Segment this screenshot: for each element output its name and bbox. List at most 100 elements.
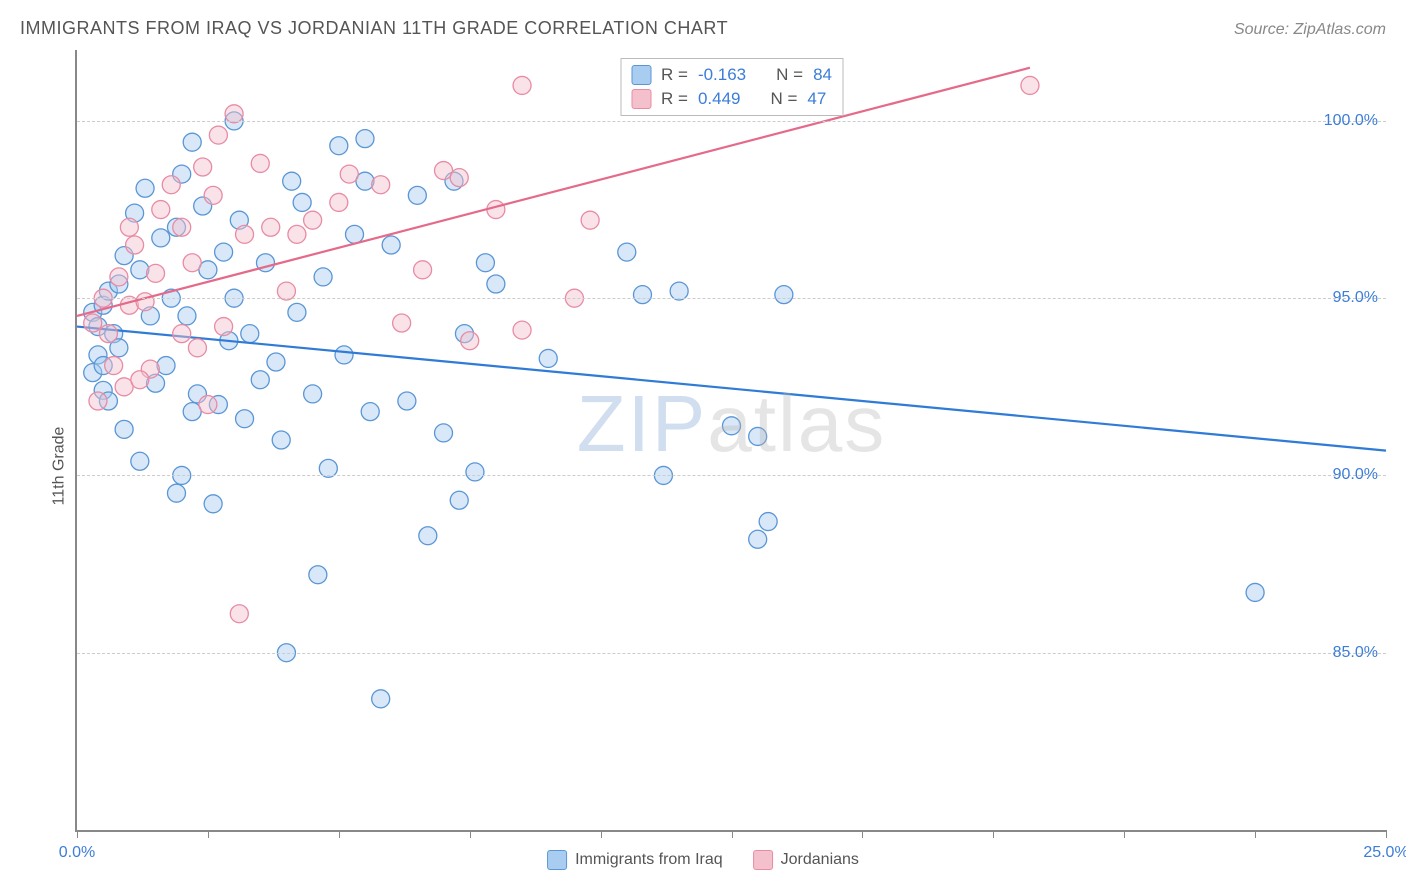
legend-n-value: 47 bbox=[807, 89, 826, 109]
gridline-h bbox=[77, 653, 1386, 654]
chart-container: 11th Grade ZIPatlas R =-0.163N =84R =0.4… bbox=[20, 50, 1386, 882]
data-point bbox=[183, 254, 201, 272]
data-point bbox=[450, 169, 468, 187]
data-point bbox=[288, 303, 306, 321]
data-point bbox=[105, 357, 123, 375]
data-point bbox=[215, 318, 233, 336]
data-point bbox=[466, 463, 484, 481]
legend-swatch bbox=[631, 65, 651, 85]
data-point bbox=[288, 225, 306, 243]
x-tick bbox=[470, 830, 471, 838]
data-point bbox=[183, 133, 201, 151]
data-point bbox=[162, 176, 180, 194]
data-point bbox=[272, 431, 290, 449]
data-point bbox=[241, 325, 259, 343]
y-tick-label: 95.0% bbox=[1333, 289, 1378, 307]
data-point bbox=[304, 385, 322, 403]
data-point bbox=[487, 275, 505, 293]
legend-label: Immigrants from Iraq bbox=[575, 851, 723, 869]
data-point bbox=[618, 243, 636, 261]
legend-item: Jordanians bbox=[753, 850, 859, 870]
data-point bbox=[513, 321, 531, 339]
data-point bbox=[251, 371, 269, 389]
data-point bbox=[330, 137, 348, 155]
data-point bbox=[267, 353, 285, 371]
data-point bbox=[110, 268, 128, 286]
series-legend: Immigrants from Iraq Jordanians bbox=[547, 850, 859, 870]
data-point bbox=[236, 410, 254, 428]
scatter-svg bbox=[77, 50, 1386, 830]
legend-r-label: R = bbox=[661, 65, 688, 85]
data-point bbox=[178, 307, 196, 325]
y-axis-label: 11th Grade bbox=[50, 427, 68, 506]
y-tick-label: 85.0% bbox=[1333, 644, 1378, 662]
legend-n-label: N = bbox=[770, 89, 797, 109]
data-point bbox=[173, 218, 191, 236]
data-point bbox=[204, 495, 222, 513]
x-tick bbox=[1124, 830, 1125, 838]
data-point bbox=[173, 325, 191, 343]
data-point bbox=[157, 357, 175, 375]
data-point bbox=[131, 452, 149, 470]
legend-item: Immigrants from Iraq bbox=[547, 850, 723, 870]
data-point bbox=[775, 286, 793, 304]
legend-n-label: N = bbox=[776, 65, 803, 85]
data-point bbox=[262, 218, 280, 236]
correlation-legend: R =-0.163N =84R =0.449N =47 bbox=[620, 58, 843, 116]
x-tick-label: 0.0% bbox=[59, 844, 95, 862]
x-tick bbox=[339, 830, 340, 838]
data-point bbox=[340, 165, 358, 183]
legend-row: R = 0.449 N = 47 bbox=[631, 87, 832, 111]
legend-n-value: 84 bbox=[813, 65, 832, 85]
data-point bbox=[335, 346, 353, 364]
data-point bbox=[204, 186, 222, 204]
data-point bbox=[361, 403, 379, 421]
legend-r-label: R = bbox=[661, 89, 688, 109]
legend-swatch bbox=[753, 850, 773, 870]
data-point bbox=[382, 236, 400, 254]
data-point bbox=[194, 158, 212, 176]
data-point bbox=[293, 193, 311, 211]
x-tick bbox=[1386, 830, 1387, 838]
data-point bbox=[581, 211, 599, 229]
data-point bbox=[131, 371, 149, 389]
data-point bbox=[372, 176, 390, 194]
data-point bbox=[283, 172, 301, 190]
plot-area: ZIPatlas R =-0.163N =84R =0.449N =47 85.… bbox=[75, 50, 1386, 832]
data-point bbox=[314, 268, 332, 286]
data-point bbox=[749, 427, 767, 445]
x-tick bbox=[993, 830, 994, 838]
data-point bbox=[309, 566, 327, 584]
data-point bbox=[230, 605, 248, 623]
data-point bbox=[723, 417, 741, 435]
data-point bbox=[167, 484, 185, 502]
chart-header: IMMIGRANTS FROM IRAQ VS JORDANIAN 11TH G… bbox=[20, 18, 1386, 39]
data-point bbox=[120, 218, 138, 236]
legend-row: R =-0.163N =84 bbox=[631, 63, 832, 87]
gridline-h bbox=[77, 475, 1386, 476]
data-point bbox=[372, 690, 390, 708]
x-tick bbox=[601, 830, 602, 838]
data-point bbox=[513, 76, 531, 94]
data-point bbox=[1021, 76, 1039, 94]
data-point bbox=[393, 314, 411, 332]
data-point bbox=[89, 392, 107, 410]
legend-swatch bbox=[631, 89, 651, 109]
x-tick bbox=[732, 830, 733, 838]
legend-swatch bbox=[547, 850, 567, 870]
data-point bbox=[346, 225, 364, 243]
data-point bbox=[450, 491, 468, 509]
data-point bbox=[759, 513, 777, 531]
x-tick bbox=[1255, 830, 1256, 838]
data-point bbox=[461, 332, 479, 350]
legend-r-value: 0.449 bbox=[698, 89, 741, 109]
data-point bbox=[188, 339, 206, 357]
data-point bbox=[152, 229, 170, 247]
x-tick bbox=[862, 830, 863, 838]
legend-label: Jordanians bbox=[781, 851, 859, 869]
data-point bbox=[136, 179, 154, 197]
data-point bbox=[633, 286, 651, 304]
data-point bbox=[356, 130, 374, 148]
data-point bbox=[115, 420, 133, 438]
data-point bbox=[539, 349, 557, 367]
